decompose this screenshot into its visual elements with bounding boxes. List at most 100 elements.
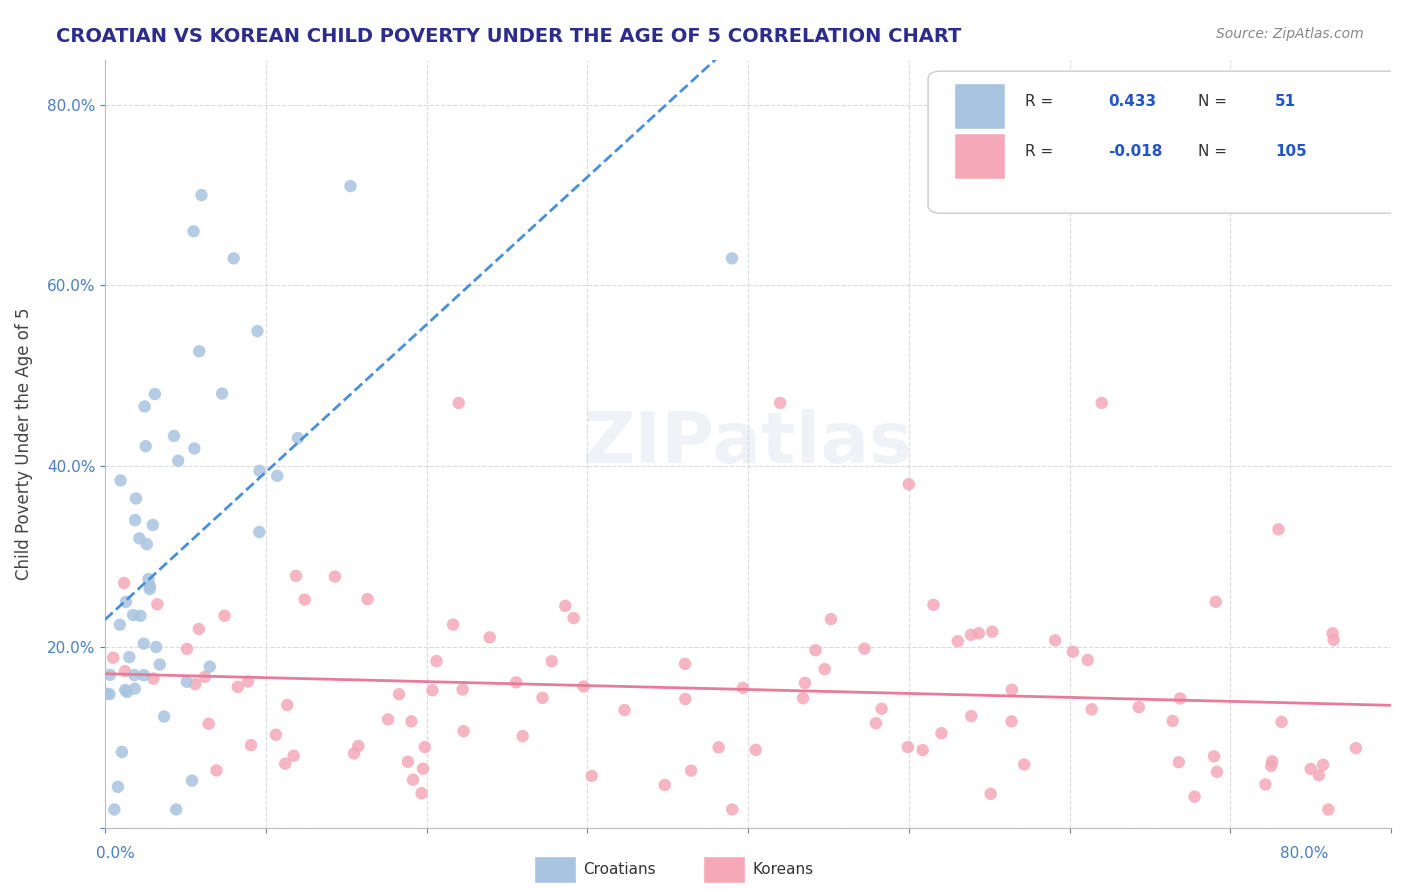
Point [181, 773, 204, 788]
Point [673, 692, 696, 706]
Point [721, 802, 744, 816]
Point [142, 518, 165, 533]
Point [1261, 755, 1284, 769]
Point [184, 677, 207, 691]
Point [922, 598, 945, 612]
Point [249, 464, 271, 478]
Point [1167, 756, 1189, 770]
Point [222, 252, 245, 266]
Point [274, 756, 297, 771]
Text: 0.0%: 0.0% [96, 847, 135, 861]
Point [960, 709, 983, 723]
Bar [953, 83, 1005, 128]
Point [981, 624, 1004, 639]
Point [531, 690, 554, 705]
Text: 80.0%: 80.0% [1281, 847, 1329, 861]
Point [211, 386, 233, 401]
Point [792, 691, 814, 706]
Point [1254, 777, 1277, 791]
Point [1267, 522, 1289, 536]
Point [447, 396, 470, 410]
Text: Koreans: Koreans [752, 863, 813, 877]
Point [388, 687, 411, 701]
Point [425, 654, 447, 668]
Point [124, 513, 146, 527]
Point [347, 739, 370, 753]
Point [115, 685, 138, 699]
Point [707, 740, 730, 755]
Point [163, 429, 186, 443]
FancyBboxPatch shape [928, 71, 1406, 213]
Point [138, 572, 160, 586]
Point [339, 179, 361, 194]
Point [153, 709, 176, 723]
Point [124, 681, 146, 696]
Point [814, 662, 837, 676]
Point [1184, 789, 1206, 804]
Point [1161, 714, 1184, 728]
Point [422, 683, 444, 698]
Point [478, 631, 501, 645]
Point [1322, 626, 1344, 640]
Point [283, 748, 305, 763]
Point [731, 681, 754, 695]
Point [820, 612, 842, 626]
Point [377, 713, 399, 727]
Point [505, 675, 527, 690]
Point [143, 387, 166, 401]
Point [769, 396, 792, 410]
Point [897, 477, 920, 491]
Point [744, 743, 766, 757]
Point [1308, 768, 1330, 782]
Point [453, 724, 475, 739]
Point [115, 595, 138, 609]
Point [197, 716, 219, 731]
Point [1091, 396, 1114, 410]
Point [246, 324, 269, 338]
Point [554, 599, 576, 613]
Point [865, 716, 887, 731]
Point [721, 252, 744, 266]
Point [1205, 595, 1227, 609]
Point [356, 592, 378, 607]
Point [284, 569, 307, 583]
Point [451, 682, 474, 697]
Point [294, 592, 316, 607]
Text: -0.018: -0.018 [1108, 145, 1163, 160]
Text: R =: R = [1025, 145, 1053, 160]
Point [132, 668, 155, 682]
Point [135, 537, 157, 551]
Point [1000, 714, 1022, 729]
Point [176, 674, 198, 689]
Point [287, 431, 309, 445]
Point [960, 628, 983, 642]
Point [572, 680, 595, 694]
Point [897, 740, 920, 755]
Point [1077, 653, 1099, 667]
Point [226, 680, 249, 694]
Point [1062, 645, 1084, 659]
Y-axis label: Child Poverty Under the Age of 5: Child Poverty Under the Age of 5 [15, 308, 32, 580]
Point [142, 672, 165, 686]
Point [1202, 749, 1225, 764]
Point [402, 772, 425, 787]
Point [188, 344, 211, 359]
Bar [953, 133, 1005, 178]
Point [108, 617, 131, 632]
Point [401, 714, 423, 729]
Point [146, 597, 169, 611]
Point [183, 224, 205, 238]
Point [167, 454, 190, 468]
Point [236, 674, 259, 689]
Point [396, 755, 419, 769]
Point [145, 640, 167, 654]
Point [411, 786, 433, 800]
Text: ZIPatlas: ZIPatlas [583, 409, 912, 478]
Point [198, 659, 221, 673]
Point [240, 738, 263, 752]
Point [128, 532, 150, 546]
Point [673, 657, 696, 671]
Point [581, 769, 603, 783]
Point [276, 698, 298, 712]
Point [112, 576, 135, 591]
